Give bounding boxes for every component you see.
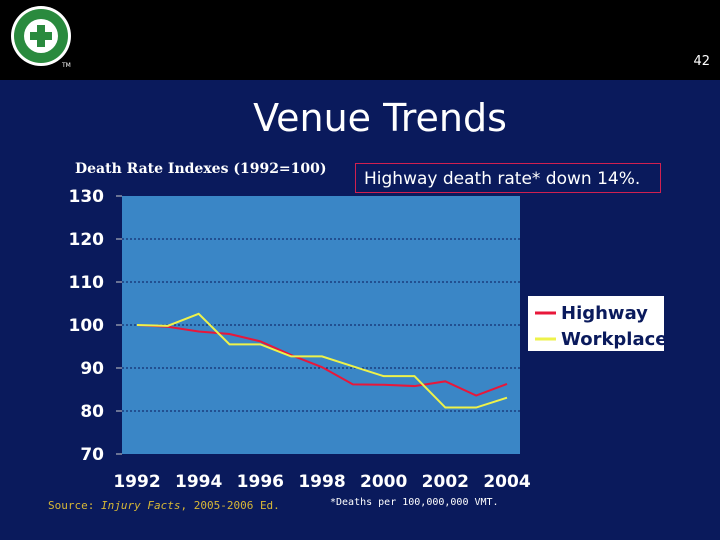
legend-box xyxy=(528,296,664,351)
footnote: *Deaths per 100,000,000 VMT. xyxy=(330,497,499,508)
source-suffix: , 2005-2006 Ed. xyxy=(180,499,280,512)
y-tick-label: 90 xyxy=(80,359,104,379)
x-tick-label: 1998 xyxy=(298,472,345,492)
series-line-workplace xyxy=(136,312,508,409)
source-prefix: Source: xyxy=(48,499,101,512)
legend-label-highway: Highway xyxy=(561,303,648,324)
plot-area xyxy=(122,196,520,454)
nsc-logo xyxy=(11,6,71,66)
y-tick-label: 80 xyxy=(80,402,104,422)
x-tick-label: 2004 xyxy=(483,472,530,492)
x-tick-label: 2000 xyxy=(360,472,407,492)
series-line-highway xyxy=(136,324,508,397)
y-tick-label: 110 xyxy=(69,273,105,293)
source-citation: Source: Injury Facts, 2005-2006 Ed. xyxy=(48,499,280,512)
top-bar: TM 42 xyxy=(0,0,720,80)
y-tick-label: 120 xyxy=(69,230,105,250)
slide-title: Venue Trends xyxy=(253,96,507,140)
x-tick-label: 1992 xyxy=(113,472,160,492)
x-tick-label: 1996 xyxy=(237,472,284,492)
callout-box: Highway death rate* down 14%. xyxy=(355,163,661,193)
y-tick-label: 70 xyxy=(80,445,104,465)
y-tick-label: 100 xyxy=(69,316,105,336)
page-number: 42 xyxy=(693,54,710,69)
chart-title: Death Rate Indexes (1992=100) xyxy=(75,161,327,177)
x-tick-label: 2002 xyxy=(422,472,469,492)
trademark: TM xyxy=(62,62,71,69)
y-tick-label: 130 xyxy=(69,187,105,207)
source-title: Injury Facts xyxy=(100,499,181,512)
x-tick-label: 1994 xyxy=(175,472,222,492)
legend-label-workplace: Workplace xyxy=(561,329,668,350)
